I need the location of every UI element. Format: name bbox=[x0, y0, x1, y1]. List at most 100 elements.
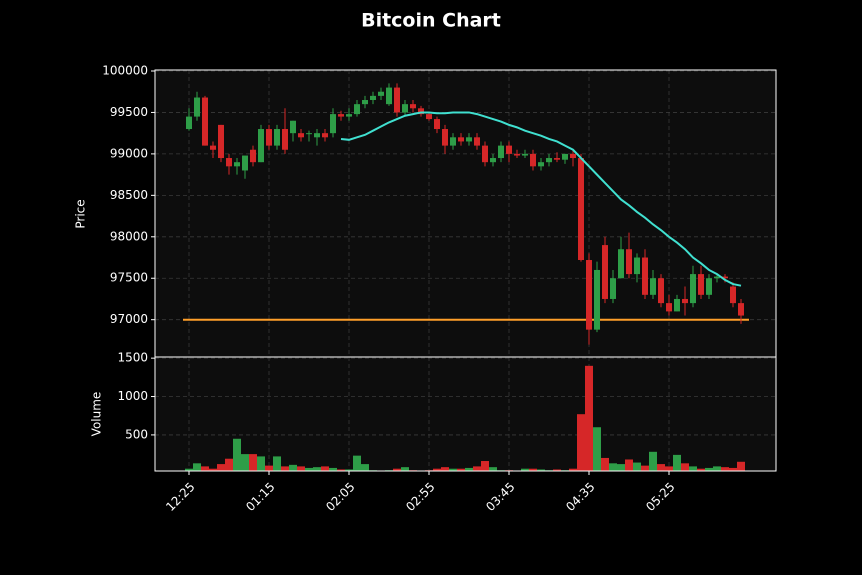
volume-axis-title: Volume bbox=[90, 392, 104, 437]
candle-body bbox=[506, 145, 512, 154]
y-tick-label: 1000 bbox=[117, 389, 148, 403]
volume-bar bbox=[489, 467, 497, 471]
volume-bar bbox=[609, 463, 617, 471]
candle-body bbox=[338, 114, 344, 117]
volume-bar bbox=[473, 466, 481, 471]
candle-body bbox=[346, 114, 352, 117]
volume-bar bbox=[569, 468, 577, 471]
x-tick-label: 02:05 bbox=[323, 480, 357, 514]
volume-bar bbox=[289, 464, 297, 471]
volume-bar bbox=[313, 467, 321, 471]
candle-body bbox=[322, 133, 328, 138]
volume-bar bbox=[305, 467, 313, 471]
candle-body bbox=[314, 133, 320, 138]
candle-body bbox=[578, 158, 584, 261]
volume-bar bbox=[337, 469, 345, 471]
candle-body bbox=[610, 278, 616, 299]
volume-bar bbox=[649, 451, 657, 471]
y-tick-label: 100000 bbox=[102, 63, 148, 77]
volume-bar bbox=[281, 466, 289, 471]
volume-bar bbox=[713, 466, 721, 471]
volume-bar bbox=[697, 468, 705, 471]
volume-bar bbox=[625, 459, 633, 471]
candle-body bbox=[738, 303, 744, 316]
candle-body bbox=[722, 276, 728, 279]
volume-bar bbox=[553, 469, 561, 471]
volume-frame bbox=[154, 356, 777, 472]
volume-bar bbox=[209, 468, 217, 471]
x-tick-label: 01:15 bbox=[243, 480, 277, 514]
volume-bar bbox=[297, 466, 305, 471]
volume-bar bbox=[217, 464, 225, 471]
x-tick-label: 02:55 bbox=[403, 480, 437, 514]
volume-bar bbox=[329, 467, 337, 471]
candle-body bbox=[410, 104, 416, 109]
candle-body bbox=[274, 129, 280, 146]
candle-body bbox=[426, 114, 432, 120]
candle-body bbox=[530, 153, 536, 167]
candle-body bbox=[258, 129, 264, 163]
volume-bar bbox=[681, 463, 689, 471]
candle-body bbox=[554, 158, 560, 160]
candle-body bbox=[242, 155, 248, 171]
volume-bar bbox=[689, 466, 697, 471]
candle-body bbox=[394, 87, 400, 113]
volume-bar bbox=[273, 456, 281, 471]
y-axis-title: Price bbox=[74, 199, 88, 228]
candle-body bbox=[482, 145, 488, 163]
y-tick-label: 98000 bbox=[110, 229, 148, 243]
candle-body bbox=[234, 162, 240, 167]
candle-body bbox=[682, 298, 688, 304]
volume-bar bbox=[193, 463, 201, 471]
candle-body bbox=[354, 104, 360, 115]
plot-area bbox=[155, 70, 776, 471]
volume-bar bbox=[393, 468, 401, 471]
y-tick-label: 500 bbox=[125, 427, 148, 441]
volume-bar bbox=[601, 457, 609, 471]
candle-body bbox=[378, 91, 384, 96]
candle-body bbox=[226, 158, 232, 167]
candle-body bbox=[634, 257, 640, 275]
volume-bar bbox=[665, 466, 673, 471]
y-tick-label: 97000 bbox=[110, 312, 148, 326]
volume-bar bbox=[729, 467, 737, 471]
volume-bar bbox=[401, 467, 409, 471]
volume-bar bbox=[737, 461, 745, 471]
candle-body bbox=[330, 114, 336, 134]
moving-average bbox=[340, 111, 742, 287]
volume-bar bbox=[521, 468, 529, 471]
candle-body bbox=[474, 137, 480, 146]
volume-bar bbox=[265, 465, 273, 471]
candle-body bbox=[546, 158, 552, 163]
volume-bar bbox=[361, 464, 369, 471]
candle-body bbox=[194, 97, 200, 117]
candle-body bbox=[362, 100, 368, 105]
x-tick-label: 04:35 bbox=[563, 480, 597, 514]
candle-body bbox=[450, 137, 456, 146]
volume-bar bbox=[257, 456, 265, 471]
candle-body bbox=[522, 153, 528, 156]
volume-bar bbox=[249, 454, 257, 471]
volume-bar bbox=[673, 454, 681, 471]
y-tick-label: 97500 bbox=[110, 271, 148, 285]
candle-body bbox=[418, 108, 424, 115]
y-tick-label: 98500 bbox=[110, 188, 148, 202]
volume-bar bbox=[441, 467, 449, 471]
volume-bar bbox=[633, 462, 641, 471]
volume-bar bbox=[585, 365, 593, 471]
y-tick-label: 1500 bbox=[117, 351, 148, 365]
volume-bar bbox=[593, 427, 601, 471]
volume-bar bbox=[185, 468, 193, 471]
candle-body bbox=[266, 129, 272, 146]
candle-body bbox=[642, 257, 648, 295]
candle-body bbox=[466, 137, 472, 142]
x-tick-label: 03:45 bbox=[483, 480, 517, 514]
candle-body bbox=[386, 87, 392, 105]
x-tick-label: 05:25 bbox=[643, 480, 677, 514]
candle-body bbox=[586, 260, 592, 330]
volume-bar bbox=[657, 464, 665, 471]
volume-bar bbox=[641, 465, 649, 471]
candle-body bbox=[490, 158, 496, 163]
candle-body bbox=[698, 274, 704, 295]
